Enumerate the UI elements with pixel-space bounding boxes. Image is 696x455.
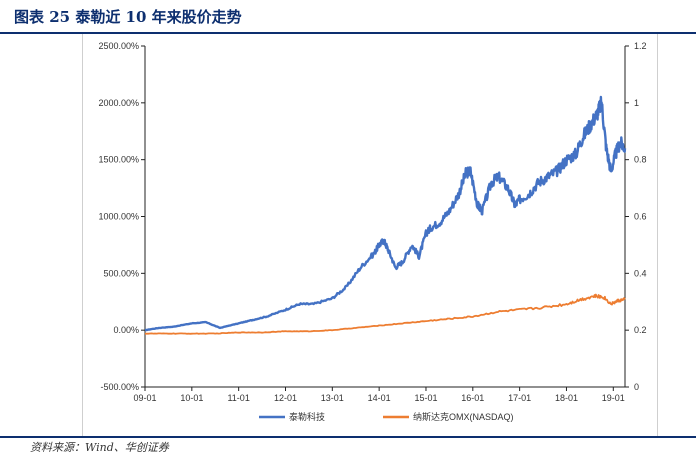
line-chart: -500.00% 0.00% 500.00% 1000.00% 1500.00% 2000… [98,41,646,422]
legend-label: 纳斯达克OMX(NASDAQ) [413,411,514,422]
y-left-tick-label: 1000.00% [98,212,139,222]
y-right-tick-label: 0.8 [634,155,647,165]
y-right-tick-label: 0.4 [634,268,647,278]
x-tick-label: 19-01 [602,393,625,403]
title-divider [0,32,696,34]
y-right-tick-label: 1 [634,98,639,108]
legend-label: 泰勒科技 [289,411,325,422]
y-right-tick-label: 0.2 [634,325,647,335]
chart-legend: 泰勒科技 纳斯达克OMX(NASDAQ) [259,411,514,422]
x-tick-label: 18-01 [555,393,578,403]
y-right-tick-label: 0.6 [634,212,647,222]
x-tick-label: 13-01 [321,393,344,403]
chart-axes: -500.00% 0.00% 500.00% 1000.00% 1500.00% 2000… [98,41,646,403]
x-tick-label: 11-01 [227,393,249,403]
y-left-tick-label: 2500.00% [98,41,139,51]
y-left-tick-label: 0.00% [113,325,139,335]
x-tick-label: 14-01 [368,393,391,403]
y-left-tick-label: 2000.00% [98,98,139,108]
x-tick-label: 10-01 [180,393,203,403]
source-note: 资料来源：Wind、华创证券 [30,441,169,454]
x-tick-label: 17-01 [508,393,531,403]
x-tick-label: 09-01 [133,393,156,403]
source-divider [0,436,696,438]
x-tick-label: 16-01 [461,393,484,403]
series-line-teradyne [144,95,627,332]
y-right-tick-label: 0 [634,382,639,392]
series-line-nasdaq [144,293,626,335]
series-layer [144,95,627,335]
page-title: 图表 25 泰勒近 10 年来股价走势 [14,8,242,26]
x-tick-label: 12-01 [274,393,297,403]
x-tick-label: 15-01 [414,393,437,403]
y-right-tick-label: 1.2 [634,41,647,51]
chart-frame: -500.00% 0.00% 500.00% 1000.00% 1500.00% 2000… [82,34,658,436]
y-left-tick-label: 1500.00% [98,155,139,165]
y-left-tick-label: 500.00% [103,268,139,278]
y-left-tick-label: -500.00% [100,382,139,392]
